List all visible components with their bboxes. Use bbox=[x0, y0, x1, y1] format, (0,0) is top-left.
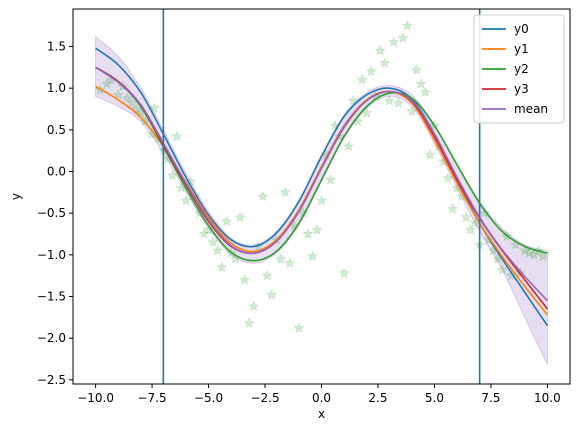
scatter-point bbox=[311, 224, 323, 235]
y-tick-label: −1.0 bbox=[37, 248, 66, 262]
y-tick-label: 0.5 bbox=[47, 123, 66, 137]
confidence-band-mean bbox=[95, 35, 548, 366]
scatter-point bbox=[148, 102, 160, 113]
legend-label-mean: mean bbox=[514, 102, 548, 116]
scatter-point bbox=[383, 94, 395, 106]
scatter-point bbox=[388, 36, 400, 48]
scatter-point bbox=[126, 97, 138, 108]
scatter-point bbox=[212, 244, 224, 256]
scatter-point bbox=[325, 174, 337, 185]
scatter-point bbox=[496, 264, 508, 275]
x-axis-label: x bbox=[318, 407, 325, 421]
legend-label-y3: y3 bbox=[514, 82, 529, 96]
scatter-point bbox=[243, 317, 255, 328]
scatter-point bbox=[519, 244, 531, 256]
scatter-point bbox=[460, 211, 472, 223]
scatter-point bbox=[379, 57, 391, 68]
x-tick-label: 0.0 bbox=[312, 391, 331, 405]
y-tick-label: −2.5 bbox=[37, 373, 66, 387]
x-tick-label: 5.0 bbox=[425, 391, 444, 405]
scatter-point bbox=[275, 253, 287, 264]
scatter-point bbox=[338, 267, 350, 278]
scatter-point bbox=[203, 224, 215, 235]
scatter-point bbox=[221, 215, 233, 227]
scatter-point bbox=[261, 269, 273, 281]
y-tick-label: −2.0 bbox=[37, 331, 66, 345]
series-line-y2 bbox=[95, 66, 548, 262]
scatter-point bbox=[257, 190, 269, 202]
x-axis-ticks: −10.0 −7.5 −5.0 −2.5 0.0 2.5 5.0 7.5 10.0 bbox=[77, 384, 561, 405]
x-tick-label: −7.5 bbox=[137, 391, 166, 405]
x-tick-label: −5.0 bbox=[194, 391, 223, 405]
scatter-point bbox=[121, 92, 133, 103]
y-tick-label: 1.0 bbox=[47, 81, 66, 95]
scatter-point bbox=[478, 207, 490, 218]
scatter-point bbox=[424, 149, 436, 160]
y-tick-label: 1.5 bbox=[47, 40, 66, 54]
scatter-point bbox=[465, 224, 477, 235]
scatter-point bbox=[198, 228, 210, 239]
scatter-point bbox=[284, 257, 296, 268]
legend: y0 y1 y2 y3 mean bbox=[473, 14, 565, 124]
scatter-point bbox=[523, 247, 535, 258]
scatter-layer bbox=[94, 19, 549, 333]
scatter-point bbox=[266, 289, 278, 300]
scatter-point bbox=[352, 115, 364, 127]
scatter-point bbox=[537, 250, 549, 262]
scatter-point bbox=[234, 211, 246, 223]
scatter-point bbox=[528, 249, 540, 260]
x-tick-label: 10.0 bbox=[534, 391, 561, 405]
scatter-point bbox=[216, 261, 228, 273]
scatter-point bbox=[406, 105, 418, 117]
scatter-point bbox=[419, 86, 431, 98]
x-tick-label: −10.0 bbox=[77, 391, 114, 405]
y-tick-label: −0.5 bbox=[37, 206, 66, 220]
legend-label-y0: y0 bbox=[514, 22, 529, 36]
confidence-band-layer bbox=[95, 35, 548, 366]
y-axis-ticks: −2.5 −2.0 −1.5 −1.0 −0.5 0.0 0.5 1.0 1.5 bbox=[37, 40, 73, 387]
scatter-point bbox=[101, 78, 113, 89]
scatter-point bbox=[410, 64, 422, 75]
x-tick-label: −2.5 bbox=[250, 391, 279, 405]
x-tick-label: 2.5 bbox=[368, 391, 387, 405]
y-axis-label: y bbox=[9, 193, 23, 200]
legend-box bbox=[473, 14, 565, 124]
scatter-point bbox=[374, 44, 386, 56]
scatter-point bbox=[306, 250, 318, 262]
y-tick-label: −1.5 bbox=[37, 290, 66, 304]
scatter-point bbox=[365, 65, 377, 77]
series-line-mean bbox=[95, 66, 548, 302]
scatter-point bbox=[239, 274, 251, 285]
scatter-point bbox=[356, 74, 368, 85]
scatter-point bbox=[112, 89, 124, 100]
plot-area bbox=[94, 9, 549, 384]
scatter-point bbox=[166, 169, 178, 181]
scatter-point bbox=[207, 236, 219, 248]
scatter-point bbox=[293, 322, 305, 333]
scatter-point bbox=[279, 186, 291, 198]
legend-label-y2: y2 bbox=[514, 62, 529, 76]
legend-label-y1: y1 bbox=[514, 42, 529, 56]
scatter-point bbox=[361, 107, 373, 118]
scatter-point bbox=[343, 140, 355, 152]
scatter-point bbox=[442, 172, 454, 183]
scatter-point bbox=[415, 78, 427, 89]
scatter-point bbox=[248, 300, 260, 312]
scatter-point bbox=[397, 32, 409, 43]
scatter-point bbox=[401, 19, 413, 31]
scatter-point bbox=[302, 228, 314, 239]
scatter-point bbox=[315, 194, 328, 206]
x-tick-label: 7.5 bbox=[481, 391, 500, 405]
scatter-point bbox=[180, 194, 192, 206]
scatter-point bbox=[447, 203, 459, 214]
y-tick-label: 0.0 bbox=[47, 165, 66, 179]
scatter-point bbox=[171, 130, 183, 142]
scatter-point bbox=[392, 97, 404, 108]
series-lines-layer bbox=[95, 47, 549, 327]
